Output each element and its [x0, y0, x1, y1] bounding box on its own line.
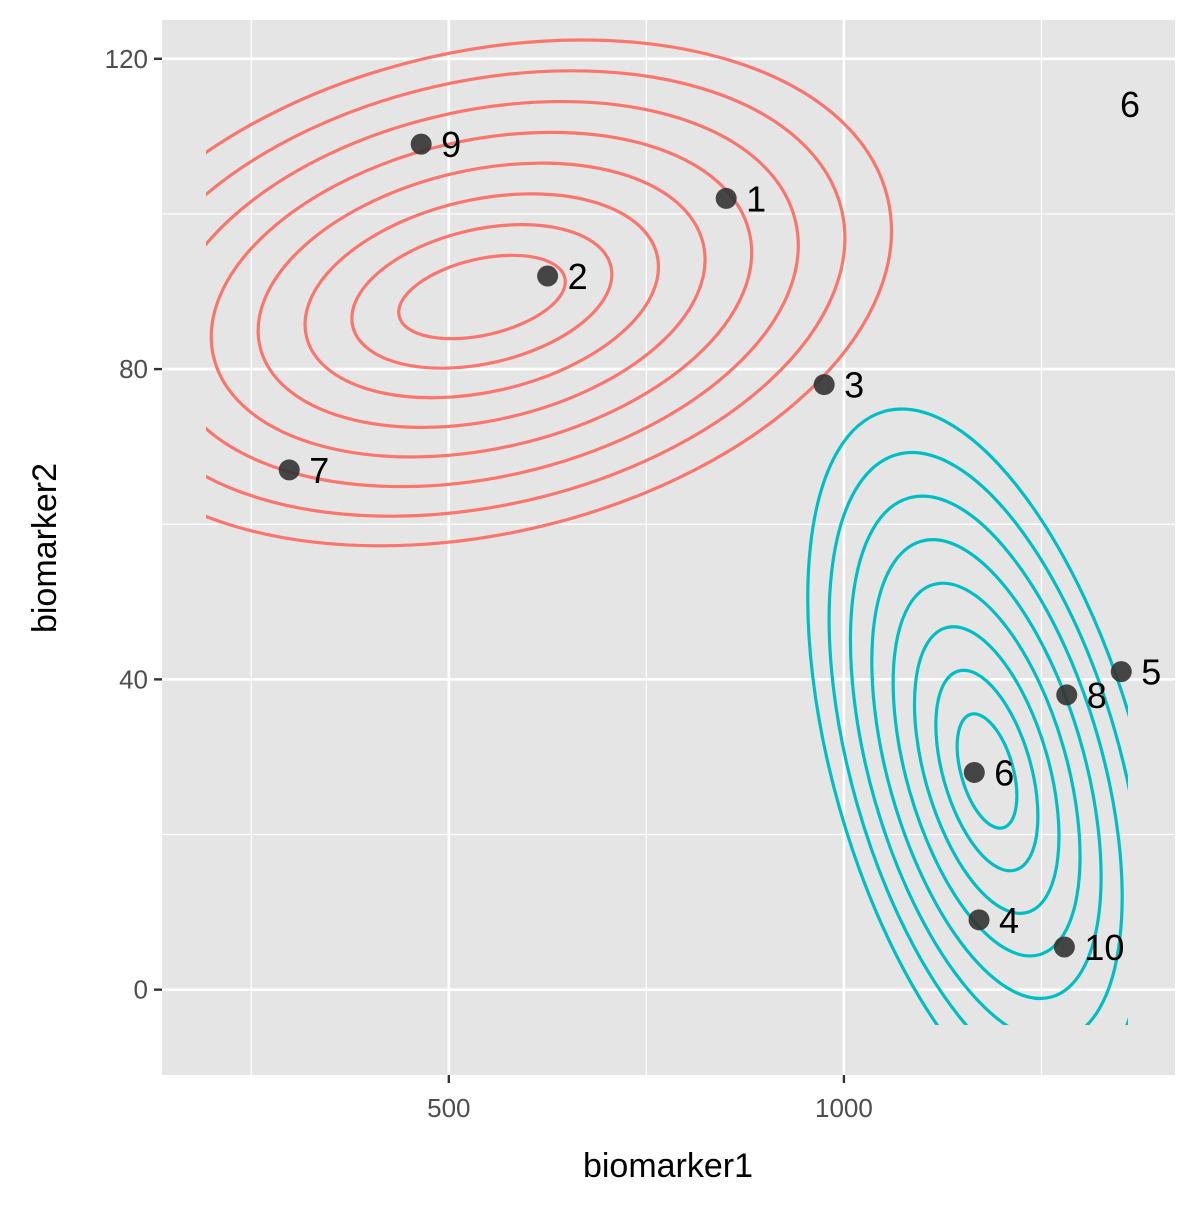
point-label: 7: [309, 450, 329, 491]
point-label: 2: [568, 256, 588, 297]
point-label: 1: [746, 178, 766, 219]
y-tick-label: 0: [134, 975, 148, 1005]
corner-label: 6: [1120, 84, 1140, 125]
point-label: 3: [844, 365, 864, 406]
y-tick-label: 40: [119, 664, 148, 694]
x-tick-label: 500: [427, 1093, 470, 1123]
contour-line: [934, 668, 1040, 873]
contour-line: [955, 712, 1019, 830]
point-label: 5: [1141, 652, 1161, 693]
data-point: [963, 761, 985, 783]
point-label: 8: [1087, 675, 1107, 716]
cluster-2-contours: [806, 407, 1128, 1025]
contour-line: [303, 192, 661, 400]
contour-line: [397, 253, 567, 341]
data-point: [410, 133, 432, 155]
contour-line: [350, 223, 614, 370]
y-axis-title: biomarker2: [26, 463, 64, 633]
data-point: [1056, 684, 1078, 706]
y-tick-label: 80: [119, 354, 148, 384]
contour-line: [209, 130, 754, 459]
data-point: [278, 459, 300, 481]
point-label: 4: [999, 900, 1019, 941]
contour-line: [256, 161, 707, 429]
minor-gridlines: [162, 20, 1175, 1075]
contour-line: [870, 538, 1103, 1001]
data-point: [537, 265, 559, 287]
contour-line: [206, 38, 894, 548]
data-point: [813, 374, 835, 396]
density-contours: [206, 38, 1128, 1025]
data-points: 1 2 3 4 5 6 7 8 9 10: [278, 124, 1161, 968]
axes: 500 1000 0 40 80 120: [105, 44, 873, 1123]
y-tick-label: 120: [105, 44, 148, 74]
data-point: [968, 909, 990, 931]
contour-line: [912, 625, 1061, 915]
point-label: 9: [441, 124, 461, 165]
cluster-1-contours: [206, 38, 894, 548]
x-tick-label: 1000: [815, 1093, 873, 1123]
x-axis-title: biomarker1: [583, 1147, 753, 1185]
contour-line: [806, 407, 1128, 1025]
major-gridlines: [162, 20, 1175, 1075]
contour-line: [206, 99, 800, 489]
data-point: [1110, 661, 1132, 683]
contour-line: [848, 494, 1124, 1025]
data-point: [1053, 936, 1075, 958]
point-label: 10: [1084, 927, 1124, 968]
contour-line: [206, 69, 847, 518]
panel-background: [162, 20, 1175, 1075]
point-label: 6: [994, 752, 1014, 793]
contour-line: [891, 581, 1082, 958]
data-point: [715, 187, 737, 209]
contour-line: [827, 450, 1128, 1025]
